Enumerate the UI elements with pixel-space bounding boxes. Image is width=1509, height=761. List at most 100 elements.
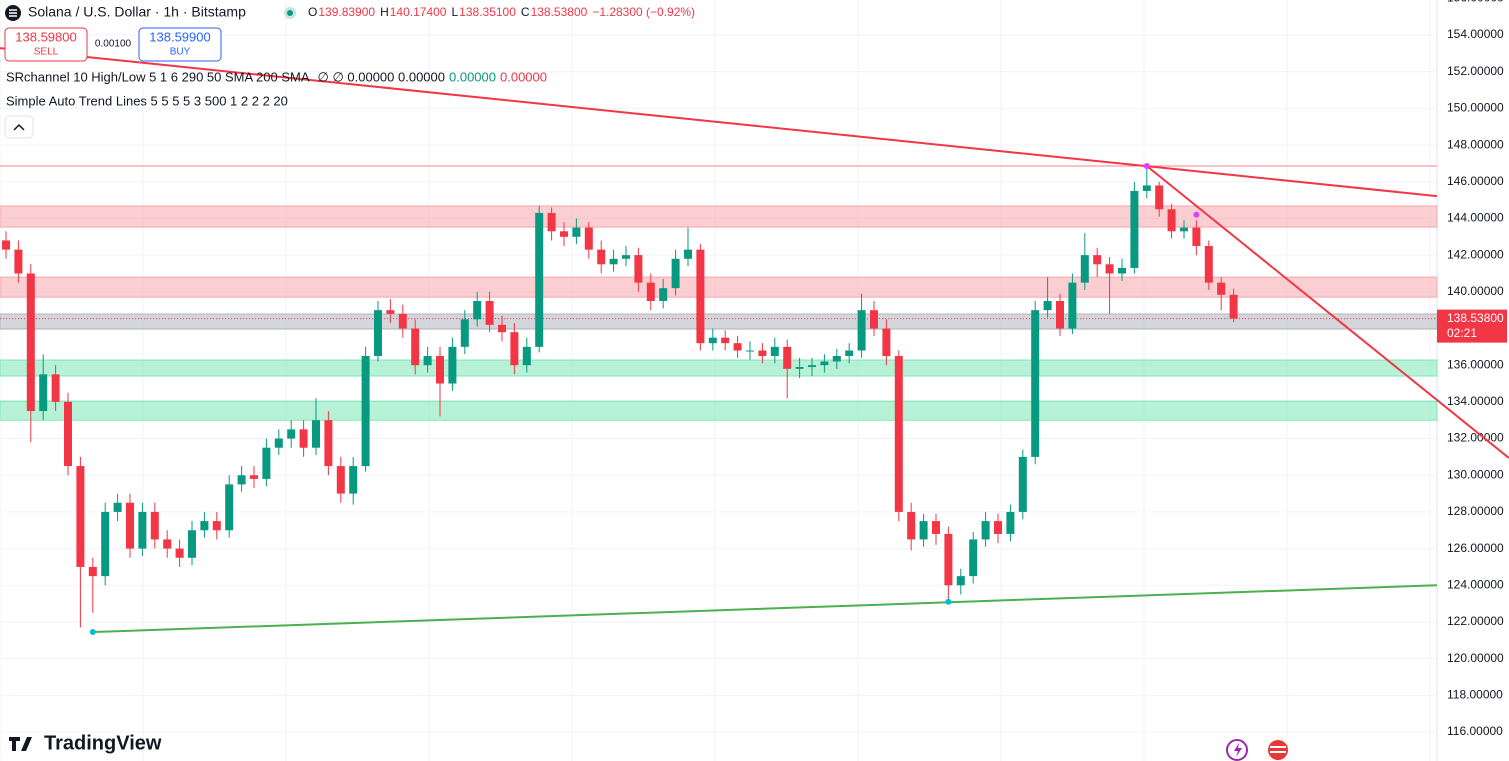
overlay: Solana / U.S. Dollar · 1h · Bitstamp O 13… [4,4,1288,761]
candle-body [361,356,370,467]
ohlc-label: H [380,5,389,19]
y-tick-label: 140.00000 [1447,284,1504,298]
candle-body [1043,300,1052,311]
ohlc-value: 138.53800 [531,5,588,19]
sr-zone [0,359,1438,377]
brand-logo [9,737,32,751]
sell-button[interactable] [4,27,88,62]
sr-zone [0,276,1438,298]
spread: 0.00100 [95,39,132,50]
candle-body [832,356,841,362]
y-tick-label: 152.00000 [1447,64,1504,78]
candle-body [212,521,221,531]
candle-body [1130,190,1139,268]
candle-body [721,337,730,344]
candle-body [1142,185,1151,191]
candle-body [634,255,643,283]
candle-body [907,511,916,540]
y-tick-label: 124.00000 [1447,577,1504,591]
candle-body [14,249,23,274]
candle-body [820,361,829,366]
candle-body [324,420,333,467]
candle-body [336,466,345,494]
candle-body [770,346,779,357]
candle-body [584,227,593,250]
y-tick-label: 126.00000 [1447,541,1504,555]
candle-body [597,249,606,265]
buy-button[interactable] [138,27,222,62]
candle-body [646,282,655,301]
candle-body [188,530,196,558]
candle-body [76,466,85,567]
buy-label: BUY [170,47,191,58]
candle-body [237,475,246,485]
sr-zone [0,313,1438,330]
pivot-point [1193,211,1200,218]
pivot-point [1143,162,1150,169]
candle-body [696,249,705,344]
candle-body [299,429,308,448]
symbol-icon-glyph [9,9,17,17]
candle-body [1217,282,1226,295]
y-tick-label: 132.00000 [1447,431,1504,445]
collapse-button[interactable] [4,115,34,139]
candle-body [287,429,296,439]
ohlc-label: L [451,5,458,19]
y-tick-label: 136.00000 [1447,357,1504,371]
y-tick-label: 150.00000 [1447,101,1504,115]
pivot-point [89,629,96,636]
candle-body [126,502,134,549]
candle-body [1180,227,1188,232]
y-tick-label: 118.00000 [1447,688,1503,702]
candle-body [522,346,531,366]
last-price-box [1437,309,1507,343]
ohlc-values: O 139.83900 H 140.17400 L 138.35100 C 138.53800… [308,5,695,19]
candle-body [956,576,965,586]
candle-body [572,227,581,237]
candle-body [510,332,519,366]
y-tick-label: 148.00000 [1447,137,1504,151]
candle-body [1167,209,1176,232]
chart-title: Solana / U.S. Dollar · 1h · Bitstamp [28,4,246,20]
price-change: −1.28300 (−0.92%) [592,5,695,19]
candle-body [609,258,618,265]
indicator-name: Simple Auto Trend Lines 5 5 5 5 3 500 1 … [6,93,288,108]
y-tick-label: 156.00000 [1447,0,1504,5]
candle-body [659,288,668,301]
indicator-value: 0.00000 [449,69,496,84]
candle-body [857,310,866,351]
candle-body [1118,267,1126,274]
candle-body [101,511,110,577]
candle-body [498,324,506,333]
indicator-value: 0.00000 [500,69,547,84]
candle-body [411,328,420,366]
ohlc-label: C [521,5,530,19]
candle-body [485,300,494,325]
candle-body [88,566,97,577]
candle-body [1192,227,1201,246]
trend-line [1146,165,1509,459]
candle-body [535,212,544,347]
indicator-legend: SRchannel 10 High/Low 5 1 6 290 50 SMA 2… [6,69,547,108]
candle-body [274,438,283,448]
candle-body [547,212,556,232]
last-price-label: 138.53800 [1447,311,1504,325]
candle-body [150,511,159,540]
candle-body [808,365,816,368]
candle-body [1093,255,1102,265]
candle-body [870,310,878,329]
candle-body [398,313,407,329]
candle-body [374,310,382,357]
candle-body [262,447,271,479]
candle-body [845,350,854,357]
candle-body [1155,185,1164,210]
ohlc-value: 140.17400 [390,5,447,19]
flag-icon[interactable] [1268,740,1288,760]
indicator-value: ∅ ∅ 0.00000 0.00000 [318,69,445,84]
candle-body [225,484,234,531]
y-tick-label: 120.00000 [1447,651,1504,665]
candle-body [39,374,48,412]
candle-body [894,356,903,512]
candle-body [448,346,457,384]
